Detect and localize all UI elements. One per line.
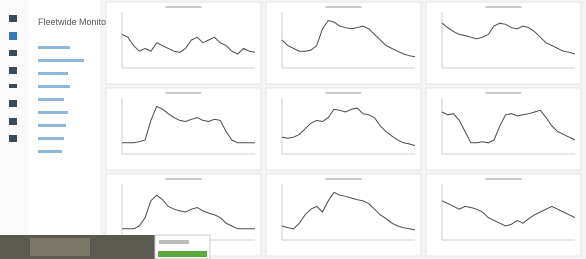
nav-icon[interactable]: [9, 67, 17, 74]
chart-panel: [106, 2, 261, 84]
nav-icon[interactable]: [9, 84, 17, 88]
page: Fleetwide Monitoring (() => { const data…: [0, 0, 586, 259]
nav-link[interactable]: [38, 124, 66, 127]
chart-grid: [106, 2, 581, 256]
panel-title: [326, 92, 362, 94]
panel-background: [426, 2, 581, 84]
panel-background: [426, 88, 581, 170]
video-thumbnail-detail: [30, 238, 90, 256]
panel-title: [166, 6, 202, 8]
panel-title: [166, 178, 202, 180]
nav-icon[interactable]: [9, 118, 17, 125]
chart-panel: [266, 88, 421, 170]
panel-title: [326, 178, 362, 180]
panel-background: [426, 174, 581, 256]
nav-icon[interactable]: [9, 32, 17, 40]
nav-icon[interactable]: [9, 100, 17, 107]
nav-link[interactable]: [38, 46, 70, 49]
nav-icon[interactable]: [9, 135, 17, 142]
panel-background: [266, 2, 421, 84]
popup-text: [159, 240, 189, 244]
chart-panel: [426, 2, 581, 84]
chart-panel: [266, 174, 421, 256]
nav-link[interactable]: [38, 85, 70, 88]
nav-link[interactable]: [38, 111, 68, 114]
nav-link[interactable]: [38, 72, 68, 75]
panel-title: [326, 6, 362, 8]
panel-background: [106, 88, 261, 170]
nav-icon[interactable]: [9, 50, 17, 56]
nav-link[interactable]: [38, 137, 64, 140]
nav-link[interactable]: [38, 150, 62, 153]
dashboard: Fleetwide Monitoring: [0, 0, 586, 259]
nav-link[interactable]: [38, 59, 84, 62]
popup-button[interactable]: [158, 251, 207, 257]
panel-title: [486, 92, 522, 94]
panel-title: [166, 92, 202, 94]
video-overlay: [0, 235, 210, 259]
panel-background: [266, 174, 421, 256]
chart-panel: [106, 88, 261, 170]
panel-title: [486, 178, 522, 180]
nav-icon[interactable]: [9, 15, 17, 22]
panel-background: [266, 88, 421, 170]
panel-background: [106, 2, 261, 84]
panel-title: [486, 6, 522, 8]
nav-link[interactable]: [38, 98, 64, 101]
chart-panel: [426, 88, 581, 170]
chart-panel: [426, 174, 581, 256]
chart-panel: [266, 2, 421, 84]
